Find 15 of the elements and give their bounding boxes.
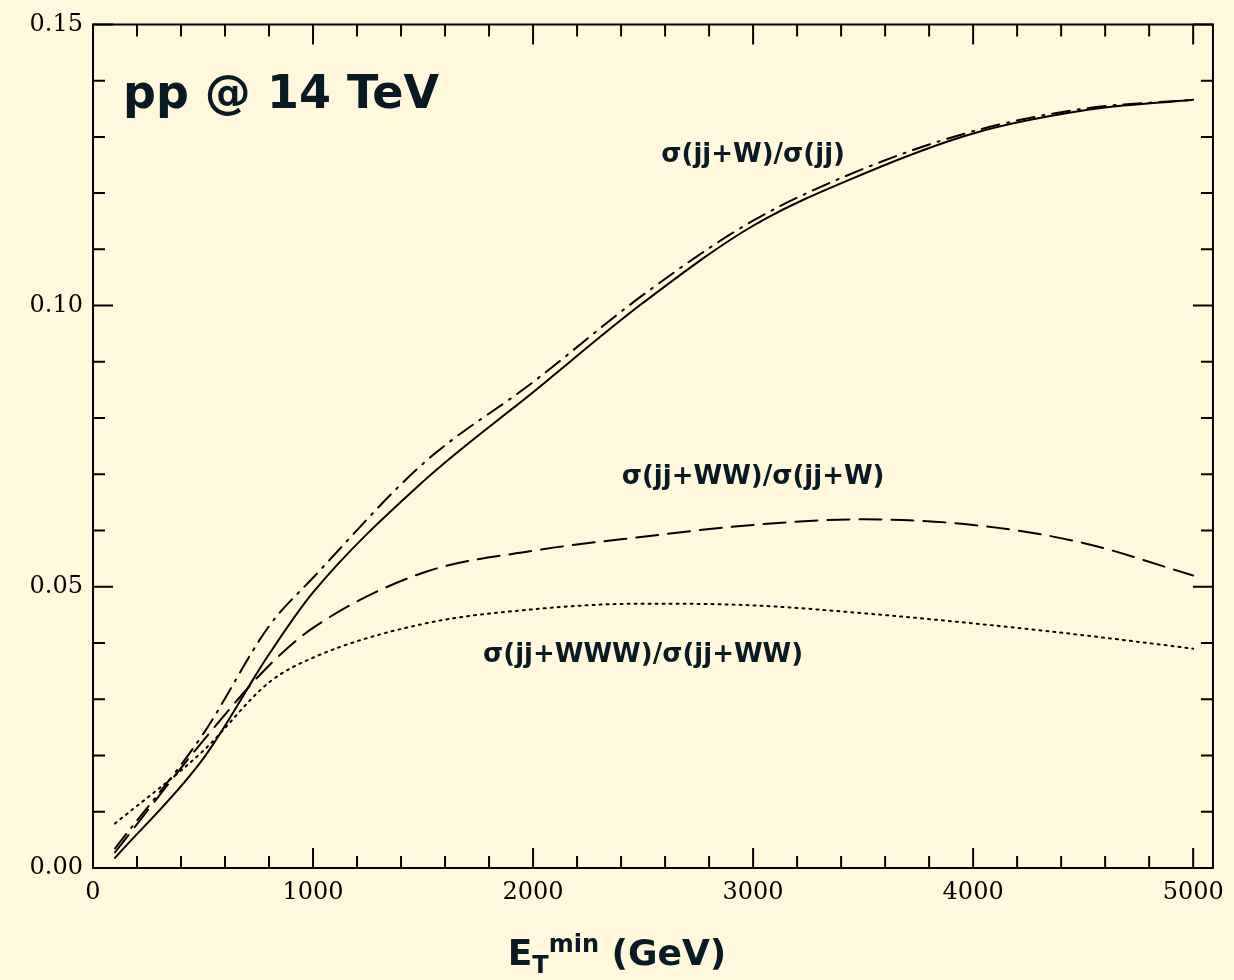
y-tick-label: 0.05 xyxy=(29,571,83,600)
series-label: σ(jj+W)/σ(jj) xyxy=(661,138,845,169)
x-axis-title: E$_{T}$$^{min}$ (GeV) xyxy=(506,930,728,980)
x-tick-label: 1000 xyxy=(282,876,344,905)
y-tick-label: 0.10 xyxy=(29,289,83,318)
x-tick-label: 0 xyxy=(85,876,101,905)
x-tick-label: 3000 xyxy=(722,876,784,905)
y-tick-label: 0.15 xyxy=(29,8,83,37)
series-label: σ(jj+WWW)/σ(jj+WW) xyxy=(483,638,804,669)
x-tick-label: 5000 xyxy=(1162,876,1224,905)
x-tick-label: 2000 xyxy=(502,876,564,905)
x-tick-label: 4000 xyxy=(942,876,1004,905)
y-tick-label: 0.00 xyxy=(29,852,83,881)
text: pp @ 14 TeV xyxy=(123,65,440,120)
series-label: σ(jj+WW)/σ(jj+W) xyxy=(621,459,885,490)
